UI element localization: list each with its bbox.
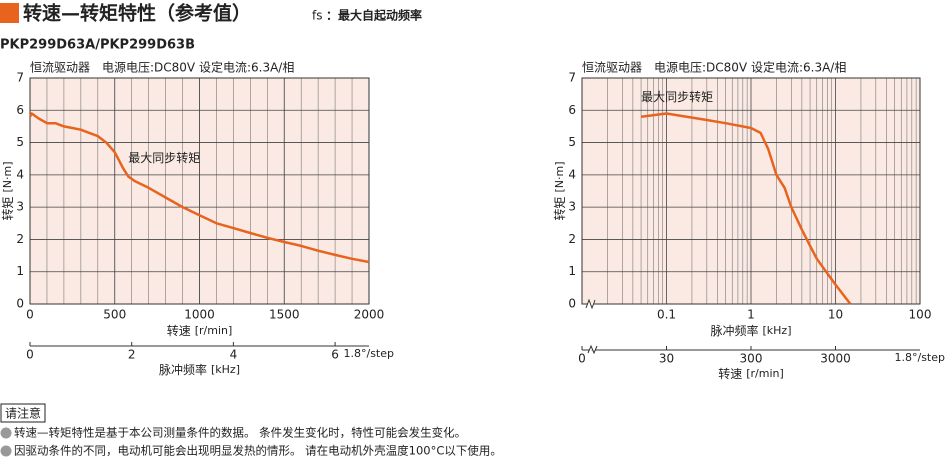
curve-annotation: 最大同步转矩: [128, 150, 200, 165]
y-tick-label: 2: [568, 232, 576, 246]
x2-tick-label: 300: [740, 352, 763, 366]
y-tick-label: 7: [16, 71, 24, 85]
y-tick-label: 3: [568, 200, 576, 214]
y-tick-label: 1: [16, 264, 24, 278]
x2-note: 1.8°/step: [895, 351, 946, 364]
x-axis-label-main: 转速: [167, 323, 191, 338]
x2-axis-label: 脉冲频率 [kHz]: [159, 362, 240, 377]
x-tick-label: 1000: [184, 308, 215, 322]
x2-axis-label-main: 脉冲频率: [159, 362, 207, 377]
bullet: [0, 427, 12, 439]
axis-break: [585, 298, 596, 310]
y-tick-label: 4: [16, 167, 24, 181]
y-tick-label: 0: [568, 297, 576, 311]
note-item: 因驱动条件的不同，电动机可能会出现明显发热的情形。 请在电动机外壳温度100°C…: [14, 444, 502, 458]
y-tick-label: 5: [16, 135, 24, 149]
x2-note: 1.8°/step: [344, 347, 395, 360]
torque-curve: [28, 112, 370, 264]
x2-tick-label: 0: [26, 348, 34, 362]
y-tick-label: 4: [568, 167, 576, 181]
torque-curve: [640, 112, 852, 305]
y-axis-label-unit: [N·m]: [1, 161, 14, 192]
page-title: 转速—转矩特性（参考值）: [23, 2, 251, 25]
notes-heading-box: [0, 403, 46, 423]
x-tick-label: 1: [747, 308, 755, 322]
x-axis-label: 转速 [r/min]: [167, 323, 233, 338]
condition-text: 恒流驱动器 电源电压:DC80V 设定电流:6.3A/相: [30, 60, 294, 75]
notes-heading: 请注意: [5, 406, 41, 421]
x2-tick-label: 30: [659, 352, 674, 366]
y-axis-label: 转矩 [N·m]: [0, 161, 15, 220]
note-text: ：最大自起动频率: [326, 8, 422, 23]
x2-tick-label: 6: [331, 348, 339, 362]
curve-annotation: 最大同步转矩: [641, 89, 713, 104]
x2-axis-label-unit: [kHz]: [211, 363, 240, 376]
x-tick-label: 100: [909, 308, 932, 322]
x2-axis-label-unit: [r/min]: [746, 367, 784, 380]
y-tick-label: 6: [16, 103, 24, 117]
note-symbol: fs: [312, 9, 322, 23]
y-tick-label: 7: [568, 71, 576, 85]
y-tick-label: 6: [568, 103, 576, 117]
plot-frame: [29, 77, 370, 305]
x-tick-label: 0: [26, 308, 34, 322]
bullet: [0, 445, 12, 457]
x2-axis-label-main: 转速: [718, 366, 742, 381]
y-axis-label-main: 转矩: [552, 197, 567, 221]
x2-axis-label: 转速 [r/min]: [718, 366, 784, 381]
x-tick-label: 0.1: [657, 308, 676, 322]
x-tick-label: 1500: [269, 308, 300, 322]
axis-break: [587, 344, 598, 355]
y-axis-label: 转矩 [N·m]: [552, 161, 567, 220]
x2-tick-label: 3000: [820, 352, 851, 366]
x-tick-label: 10: [828, 308, 843, 322]
condition-text: 恒流驱动器 电源电压:DC80V 设定电流:6.3A/相: [582, 60, 846, 75]
x2-tick-label: 2: [128, 348, 136, 362]
y-tick-label: 0: [16, 297, 24, 311]
x-axis-label: 脉冲频率 [kHz]: [710, 323, 791, 338]
title-marker: [0, 3, 19, 23]
x2-tick-label: 0: [578, 352, 586, 366]
x-tick-label: 500: [103, 308, 126, 322]
note-item: 转速—转矩特性是基于本公司测量条件的数据。 条件发生变化时，特性可能会发生变化。: [14, 426, 466, 440]
x-axis-label-main: 脉冲频率: [710, 323, 758, 338]
y-tick-label: 3: [16, 200, 24, 214]
y-tick-label: 1: [568, 264, 576, 278]
model-name: PKP299D63A/PKP299D63B: [0, 38, 195, 53]
y-axis-label-main: 转矩: [0, 197, 15, 221]
x-axis-label-unit: [r/min]: [195, 324, 233, 337]
x-axis-label-unit: [kHz]: [763, 324, 792, 337]
y-tick-label: 2: [16, 232, 24, 246]
y-axis-label-unit: [N·m]: [553, 161, 566, 192]
plot-frame: [581, 77, 921, 305]
x-tick-label: 2000: [354, 308, 385, 322]
x2-tick-label: 4: [230, 348, 238, 362]
y-tick-label: 5: [568, 135, 576, 149]
